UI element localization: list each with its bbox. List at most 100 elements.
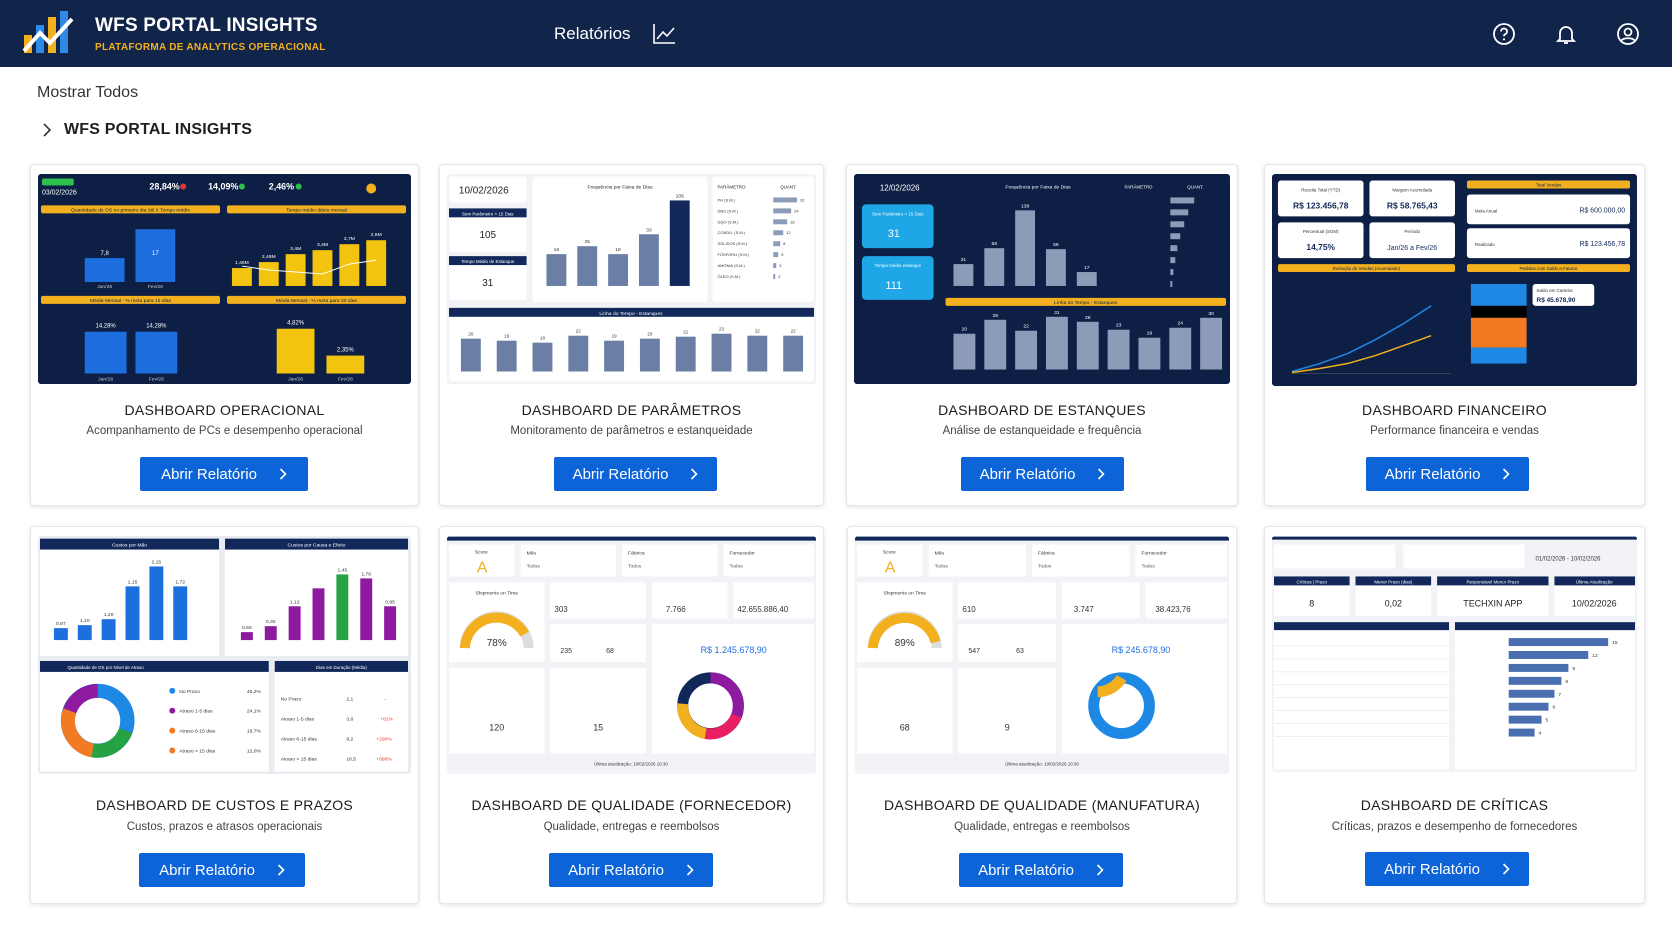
svg-text:120: 120: [489, 723, 504, 733]
svg-text:Frequência por Faixa de Dias: Frequência por Faixa de Dias: [1005, 184, 1071, 190]
svg-text:Todos: Todos: [628, 563, 642, 569]
chevron-right-icon[interactable]: [42, 122, 52, 138]
operacional-preview: 03/02/2026 28,84% 14,09% 2,46% Quantidad…: [40, 178, 407, 382]
svg-text:TECHXIN APP: TECHXIN APP: [1463, 598, 1522, 608]
open-report-button[interactable]: Abrir Relatório: [549, 853, 713, 887]
card-description: Custos, prazos e atrasos operacionais: [126, 821, 323, 833]
card-title: DASHBOARD FINANCEIRO: [1362, 402, 1547, 418]
svg-text:15: 15: [1612, 640, 1618, 646]
svg-text:18: 18: [615, 247, 621, 253]
svg-text:7,8: 7,8: [101, 251, 110, 257]
dashboard-card: Score A Mês Todos Fábrica Todos Forneced…: [847, 526, 1237, 904]
svg-text:-: -: [384, 698, 386, 703]
bell-icon[interactable]: [1554, 22, 1578, 46]
svg-text:Tempo Médio de Estanque: Tempo Médio de Estanque: [461, 259, 515, 264]
open-report-button[interactable]: Abrir Relatório: [959, 853, 1123, 887]
svg-text:15: 15: [593, 723, 603, 733]
show-all-link[interactable]: Mostrar Todos: [37, 84, 139, 101]
chevron-right-icon: [1503, 468, 1511, 480]
svg-text:24: 24: [794, 208, 799, 213]
open-report-label: Abrir Relatório: [1384, 860, 1480, 878]
svg-text:22: 22: [791, 329, 796, 334]
open-report-button[interactable]: Abrir Relatório: [139, 853, 305, 887]
svg-text:23: 23: [719, 327, 724, 332]
section-title: WFS PORTAL INSIGHTS: [64, 121, 253, 138]
open-report-button[interactable]: Abrir Relatório: [1366, 457, 1529, 491]
svg-text:DBO (S.M.): DBO (S.M.): [718, 208, 739, 213]
svg-text:Quantidade de OS no primeiro d: Quantidade de OS no primeiro dia útil X …: [71, 207, 190, 213]
svg-text:Realizado: Realizado: [1475, 242, 1495, 247]
svg-text:58: 58: [991, 241, 997, 247]
dashboard-thumbnail[interactable]: Score A Mês Todos Fábrica Todos Forneced…: [447, 536, 816, 774]
card-description: Qualidade, entregas e reembolsos: [543, 821, 720, 833]
svg-text:24: 24: [1177, 321, 1183, 327]
svg-text:63: 63: [1016, 648, 1024, 655]
svg-text:5: 5: [1546, 718, 1549, 724]
dashboard-thumbnail[interactable]: Receita Total (YTD) R$ 123.456,78 Margem…: [1272, 174, 1637, 386]
svg-text:Percentual (SGM): Percentual (SGM): [1303, 229, 1339, 234]
svg-text:Mês: Mês: [527, 551, 537, 557]
card-description: Acompanhamento de PCs e desempenho opera…: [86, 425, 363, 437]
svg-text:PARÂMETRO: PARÂMETRO: [718, 183, 746, 189]
line-chart-icon[interactable]: [652, 23, 676, 45]
svg-text:18: 18: [540, 336, 545, 341]
svg-text:Atraso 1-5 dias: Atraso 1-5 dias: [179, 709, 213, 715]
svg-text:Pedidos com Saldo a Faturar: Pedidos com Saldo a Faturar: [1520, 266, 1578, 271]
svg-text:R$ 58.765,43: R$ 58.765,43: [1387, 200, 1438, 210]
dashboard-thumbnail[interactable]: Custos por Mão 0,87 1,10 1,20 1,15 2,15 …: [38, 536, 411, 774]
open-report-button[interactable]: Abrir Relatório: [554, 457, 717, 491]
svg-text:A: A: [885, 559, 896, 576]
svg-text:12/02/2026: 12/02/2026: [880, 183, 920, 192]
svg-text:1,10: 1,10: [80, 618, 90, 624]
svg-text:R$ 123.456,78: R$ 123.456,78: [1579, 241, 1625, 248]
svg-text:Custos por Causa e Efeito: Custos por Causa e Efeito: [288, 543, 346, 549]
dashboard-thumbnail[interactable]: 12/02/2026 Sem Parâmetro > 15 Dias 31 Te…: [854, 174, 1230, 384]
svg-text:4: 4: [1539, 731, 1542, 737]
dashboard-thumbnail[interactable]: Score A Mês Todos Fábrica Todos Forneced…: [855, 536, 1229, 774]
brand-subtitle: PLATAFORMA DE ANALYTICS OPERACIONAL: [95, 42, 326, 53]
svg-text:No Prazo: No Prazo: [179, 689, 200, 695]
open-report-button[interactable]: Abrir Relatório: [1365, 852, 1529, 886]
dashboard-card: Custos por Mão 0,87 1,10 1,20 1,15 2,15 …: [30, 526, 419, 904]
open-report-label: Abrir Relatório: [1384, 465, 1481, 483]
dashboard-thumbnail[interactable]: 01/02/2026 - 10/02/2026 Críticas | Prazo…: [1272, 536, 1637, 772]
svg-text:Média Mensal - % meta para 15: Média Mensal - % meta para 15 dias: [90, 298, 171, 304]
dashboard-card: 01/02/2026 - 10/02/2026 Críticas | Prazo…: [1264, 526, 1645, 904]
svg-text:QUANT.: QUANT.: [1187, 184, 1203, 189]
svg-text:Custos por Mão: Custos por Mão: [112, 543, 147, 549]
custos-preview: Custos por Mão 0,87 1,10 1,20 1,15 2,15 …: [39, 538, 409, 772]
svg-text:QUANT.: QUANT.: [780, 184, 796, 189]
svg-text:Jan/26: Jan/26: [97, 284, 112, 290]
card-description: Críticas, prazos e desempenho de fornece…: [1331, 821, 1578, 833]
card-description: Qualidade, entregas e reembolsos: [954, 821, 1130, 833]
open-report-button[interactable]: Abrir Relatório: [140, 457, 308, 491]
svg-text:1,12: 1,12: [290, 599, 300, 605]
open-report-label: Abrir Relatório: [979, 465, 1076, 483]
open-report-button[interactable]: Abrir Relatório: [961, 457, 1124, 491]
dashboard-thumbnail[interactable]: 03/02/2026 28,84% 14,09% 2,46% Quantidad…: [38, 174, 411, 384]
svg-text:Linha do Tempo - Estanques: Linha do Tempo - Estanques: [599, 311, 663, 317]
svg-text:14,75%: 14,75%: [1306, 242, 1335, 252]
svg-text:+686%: +686%: [376, 756, 392, 762]
card-title: DASHBOARD DE CRÍTICAS: [1360, 797, 1549, 813]
svg-text:19: 19: [1147, 331, 1153, 337]
svg-text:PARÂMETRO: PARÂMETRO: [1125, 183, 1153, 189]
nav-reports-link[interactable]: Relatórios: [554, 24, 631, 43]
dashboard-thumbnail[interactable]: 10/02/2026 Sem Parâmetro > 15 Dias 105 T…: [447, 174, 816, 384]
svg-text:A: A: [477, 559, 488, 576]
card-title: DASHBOARD DE PARÂMETROS: [521, 402, 742, 418]
svg-text:Tempo médio diário mensal: Tempo médio diário mensal: [286, 207, 347, 213]
svg-text:31: 31: [961, 257, 967, 263]
svg-text:AMÔNIA (S.M.): AMÔNIA (S.M.): [718, 263, 746, 268]
svg-text:Atraso 6-15 dias: Atraso 6-15 dias: [281, 737, 318, 743]
svg-text:68: 68: [900, 723, 910, 733]
svg-text:Fábrica: Fábrica: [628, 551, 645, 557]
svg-text:31: 31: [482, 278, 494, 289]
user-circle-icon[interactable]: [1616, 22, 1640, 46]
svg-text:32: 32: [800, 197, 804, 202]
svg-text:Fev/26: Fev/26: [338, 376, 353, 382]
chevron-right-icon: [279, 468, 287, 480]
help-circle-icon[interactable]: [1492, 22, 1516, 46]
svg-text:29: 29: [992, 313, 998, 319]
svg-text:3.747: 3.747: [1074, 605, 1094, 614]
